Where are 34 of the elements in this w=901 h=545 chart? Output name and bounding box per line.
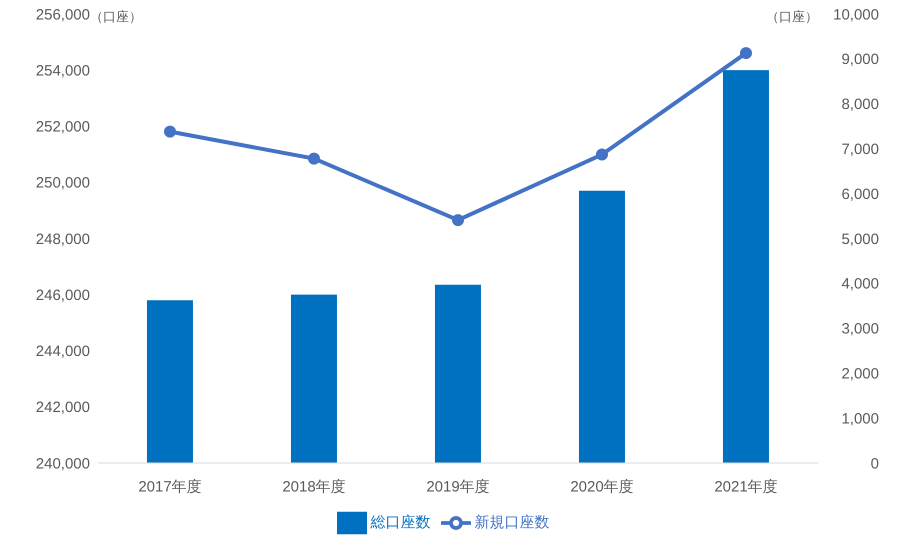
y-tick-label: 254,000 (36, 62, 90, 80)
y-tick-label: 250,000 (36, 174, 90, 192)
y-tick-label: 246,000 (36, 286, 90, 304)
x-tick-label: 2018年度 (282, 478, 346, 496)
y2-tick-label: 6,000 (841, 186, 879, 203)
x-tick-label: 2017年度 (138, 478, 202, 496)
y-axis-title: （口座） (90, 8, 142, 26)
point (740, 47, 752, 60)
point (452, 214, 464, 226)
legend-label: 新規口座数 (474, 514, 550, 531)
y-tick-label: 244,000 (36, 343, 90, 360)
y2-tick-label: 4,000 (841, 276, 879, 293)
x-tick-label: 2020年度 (570, 478, 634, 496)
y2-tick-label: 1,000 (841, 410, 879, 428)
y2-tick-label: 5,000 (841, 230, 879, 248)
x-tick-label: 2021年度 (714, 478, 778, 496)
x-tick-label: 2019年度 (426, 478, 490, 496)
y2-tick-label: 10,000 (833, 6, 879, 24)
y2-axis-title: （口座） (766, 8, 818, 26)
y-tick-label: 256,000 (36, 6, 90, 24)
y2-tick-label: 2,000 (841, 366, 879, 383)
point (164, 126, 176, 138)
y-tick-label: 252,000 (36, 118, 90, 136)
point (308, 152, 320, 165)
y2-tick-label: 9,000 (841, 51, 879, 68)
legend-label: 総口座数 (370, 514, 430, 531)
y2-tick-label: 7,000 (841, 141, 879, 158)
point (596, 148, 608, 161)
y2-tick-label: 8,000 (841, 96, 879, 114)
y2-tick-label: 0 (870, 455, 879, 472)
y-tick-label: 240,000 (36, 455, 90, 472)
y-tick-label: 248,000 (36, 230, 90, 248)
y-tick-label: 242,000 (36, 399, 90, 416)
y2-tick-label: 3,000 (841, 320, 879, 338)
